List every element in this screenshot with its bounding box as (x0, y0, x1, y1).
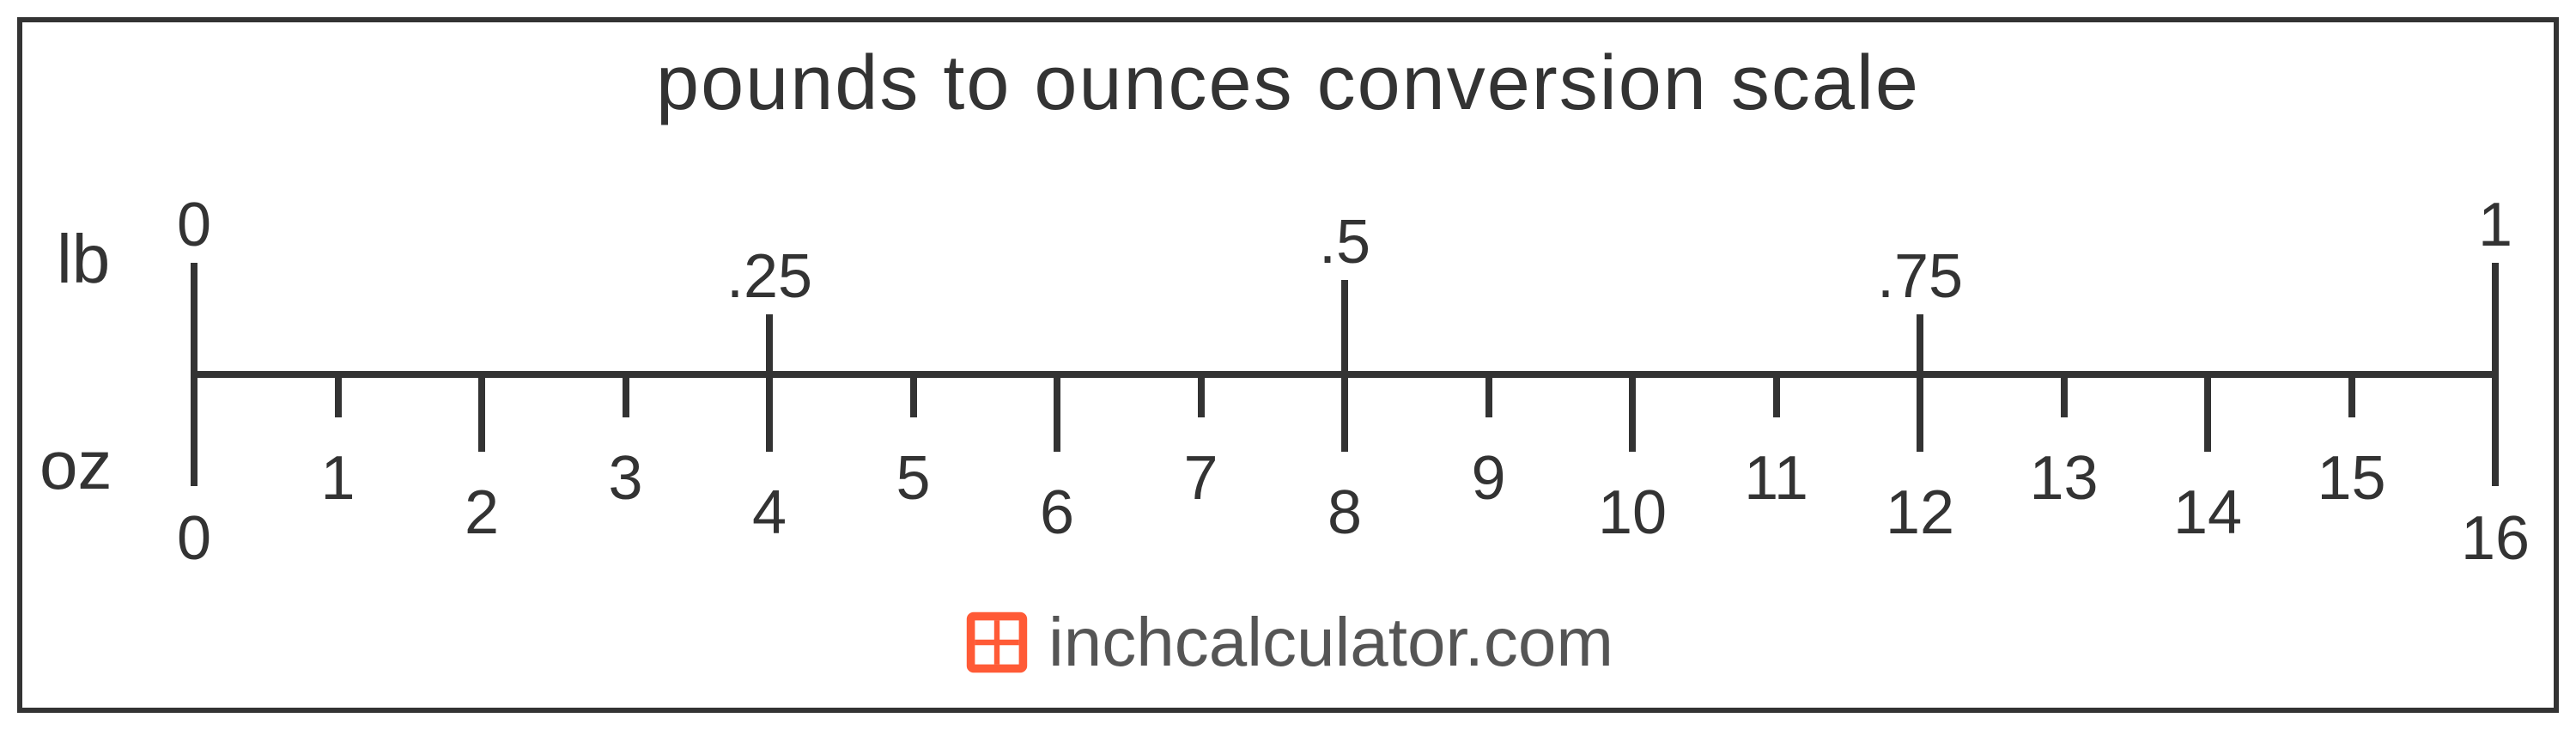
oz-tick (2492, 374, 2499, 486)
oz-tick-label: 9 (1471, 443, 1505, 514)
lb-tick-label: .75 (1877, 241, 1963, 312)
oz-tick-label: 11 (1744, 443, 1808, 514)
oz-tick (2204, 374, 2211, 452)
footer: inchcalculator.com (22, 603, 2554, 682)
title: pounds to ounces conversion scale (22, 40, 2554, 128)
oz-tick (1198, 374, 1205, 417)
oz-tick (1773, 374, 1780, 417)
oz-tick-label: 2 (465, 478, 499, 548)
oz-tick-label: 14 (2173, 478, 2242, 548)
oz-tick-label: 0 (177, 503, 211, 574)
scale-area: 0.25.5.751012345678910111213141516 (194, 151, 2495, 581)
lb-tick-label: 1 (2478, 190, 2512, 260)
oz-tick-label: 10 (1598, 478, 1667, 548)
lb-tick (191, 263, 197, 374)
oz-tick-label: 5 (896, 443, 930, 514)
oz-tick (1054, 374, 1060, 452)
lb-tick (766, 314, 773, 374)
oz-tick-label: 12 (1886, 478, 1954, 548)
unit-label-oz: oz (39, 426, 112, 505)
lb-tick-label: .5 (1319, 207, 1370, 277)
oz-tick (766, 374, 773, 452)
oz-tick-label: 15 (2317, 443, 2385, 514)
lb-tick (2492, 263, 2499, 374)
calculator-icon (963, 608, 1031, 677)
oz-tick (1341, 374, 1348, 452)
oz-tick-label: 3 (608, 443, 642, 514)
lb-tick (1341, 280, 1348, 374)
diagram-frame: pounds to ounces conversion scale lb oz … (17, 17, 2559, 713)
footer-text: inchcalculator.com (1048, 603, 1613, 682)
oz-tick-label: 1 (320, 443, 355, 514)
oz-tick (191, 374, 197, 486)
oz-tick (1917, 374, 1923, 452)
oz-tick-label: 6 (1040, 478, 1074, 548)
oz-tick-label: 8 (1327, 478, 1362, 548)
oz-tick-label: 16 (2461, 503, 2530, 574)
lb-tick-label: .25 (726, 241, 812, 312)
oz-tick (2348, 374, 2355, 417)
oz-tick-label: 13 (2029, 443, 2098, 514)
oz-tick-label: 7 (1183, 443, 1218, 514)
oz-tick (1629, 374, 1636, 452)
oz-tick (478, 374, 485, 452)
oz-tick (1485, 374, 1492, 417)
oz-tick-label: 4 (752, 478, 787, 548)
oz-tick (910, 374, 917, 417)
lb-tick (1917, 314, 1923, 374)
oz-tick (335, 374, 342, 417)
oz-tick (2061, 374, 2068, 417)
footer-inner: inchcalculator.com (963, 603, 1613, 682)
oz-tick (623, 374, 629, 417)
unit-label-lb: lb (57, 220, 110, 299)
lb-tick-label: 0 (177, 190, 211, 260)
